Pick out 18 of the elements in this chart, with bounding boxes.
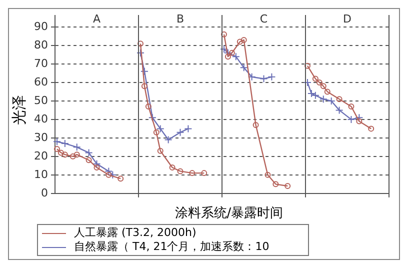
y-tick-label: 20 xyxy=(34,149,48,162)
y-tick-label: 30 xyxy=(34,130,48,144)
text: D xyxy=(343,12,352,26)
y-axis-title: 光泽 xyxy=(10,95,28,126)
legend-label: 自然暴露（ T4, 21个月，加速系数：10 xyxy=(74,240,270,254)
y-tick-label: 50 xyxy=(34,94,48,107)
y-tick-label: 90 xyxy=(34,20,48,33)
y-tick-label: 60 xyxy=(34,75,48,88)
x-axis-title: 涂料系统/暴露时间 xyxy=(174,205,284,222)
legend-label: 人工暴露 (T3.2, 2000h) xyxy=(74,226,196,240)
text: C xyxy=(260,12,268,26)
y-tick-label: 70 xyxy=(34,56,48,70)
y-tick-label: 10 xyxy=(34,168,48,181)
y-tick-label: 0 xyxy=(40,186,48,200)
text: B xyxy=(176,12,184,26)
y-tick-label: 80 xyxy=(34,38,48,52)
text: A xyxy=(92,12,101,26)
y-tick-label: 40 xyxy=(34,112,48,126)
